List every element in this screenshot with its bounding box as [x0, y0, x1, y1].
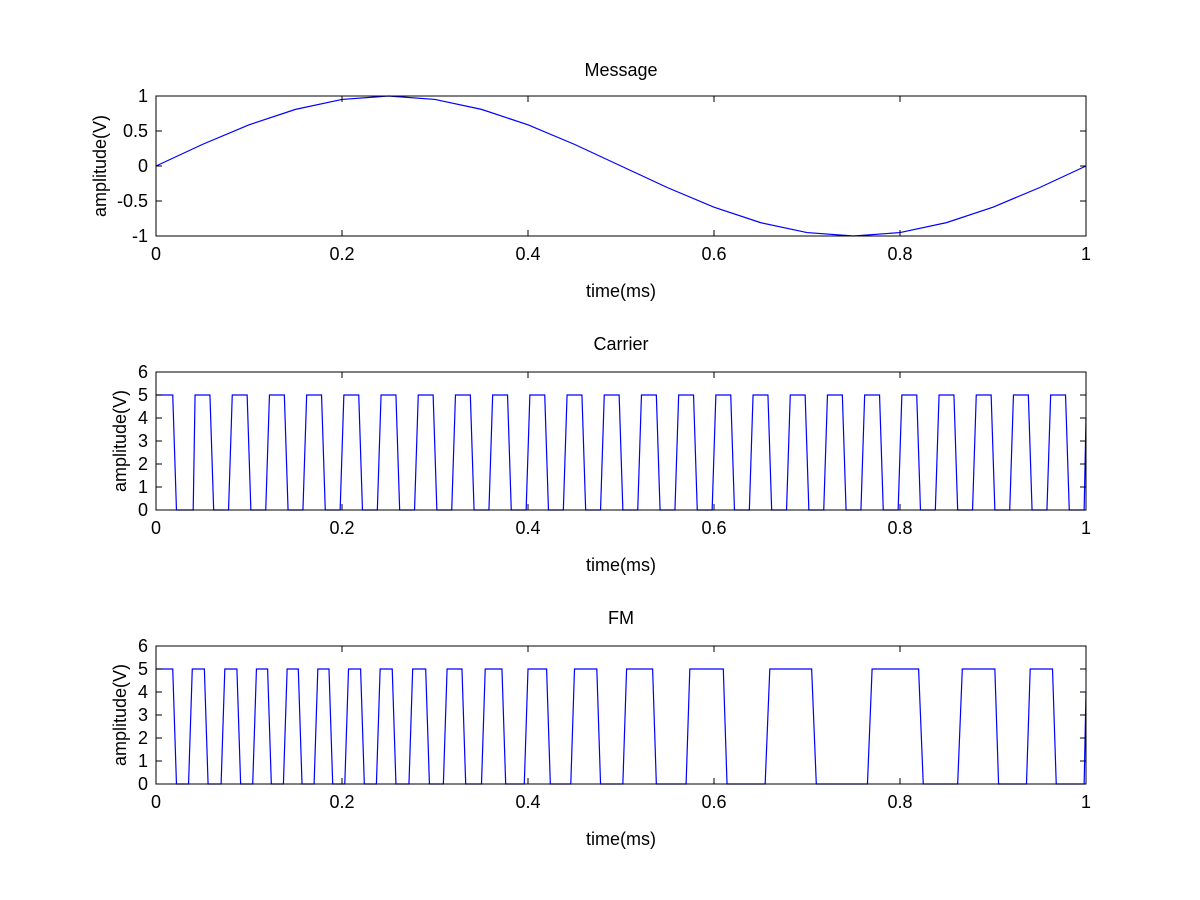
x-tick-label: 0.8 — [887, 792, 912, 812]
subplot-carrier: Carrier time(ms) amplitude(V) 0 0.2 0.4 0.6… — [110, 334, 1091, 575]
x-tick-label: 0 — [151, 518, 161, 538]
x-tick-label: 0.2 — [329, 518, 354, 538]
x-axis-label: time(ms) — [586, 555, 656, 575]
x-tick-label: 0.6 — [701, 792, 726, 812]
x-tick-label: 0.2 — [329, 792, 354, 812]
y-axis-label: amplitude(V) — [90, 115, 110, 217]
y-tick-label: 2 — [138, 728, 148, 748]
x-tick-label: 0 — [151, 244, 161, 264]
x-axis-label: time(ms) — [586, 281, 656, 301]
y-tick-label: 1 — [138, 751, 148, 771]
y-tick-label: 3 — [138, 431, 148, 451]
y-axis-label: amplitude(V) — [110, 664, 130, 766]
series-line — [155, 95, 1087, 237]
y-tick-label: -1 — [132, 226, 148, 246]
y-tick-label: -0.5 — [117, 191, 148, 211]
y-tick-label: 3 — [138, 705, 148, 725]
x-tick-label: 0.4 — [515, 518, 540, 538]
y-tick-label: 2 — [138, 454, 148, 474]
x-tick-label: 0.6 — [701, 244, 726, 264]
x-tick-label: 0.4 — [515, 792, 540, 812]
y-tick-label: 4 — [138, 408, 148, 428]
y-tick-label: 6 — [138, 636, 148, 656]
y-tick-label: 1 — [138, 477, 148, 497]
x-tick-label: 1 — [1081, 518, 1091, 538]
x-tick-label: 1 — [1081, 244, 1091, 264]
x-tick-label: 0.4 — [515, 244, 540, 264]
x-tick-label: 1 — [1081, 792, 1091, 812]
y-tick-label: 5 — [138, 385, 148, 405]
subplot-message: Message time(ms) amplitude(V) 0 0.2 0.4 0.6… — [90, 60, 1091, 301]
y-tick-label: 0 — [138, 156, 148, 176]
x-axis-label: time(ms) — [586, 829, 656, 849]
y-tick-label: 4 — [138, 682, 148, 702]
x-tick-label: 0.8 — [887, 518, 912, 538]
x-tick-label: 0 — [151, 792, 161, 812]
y-tick-label: 0.5 — [123, 121, 148, 141]
plot-area: 0 0.2 0.4 0.6 0.8 1 0 1 2 3 4 5 6 — [138, 636, 1091, 812]
plot-area: 0 0.2 0.4 0.6 0.8 1 -1 -0.5 0 0.5 1 — [117, 86, 1091, 264]
x-tick-label: 0.2 — [329, 244, 354, 264]
y-tick-label: 0 — [138, 500, 148, 520]
chart-title: FM — [608, 608, 634, 628]
y-tick-label: 5 — [138, 659, 148, 679]
y-tick-label: 1 — [138, 86, 148, 106]
chart-title: Carrier — [593, 334, 648, 354]
x-tick-label: 0.6 — [701, 518, 726, 538]
y-axis-label: amplitude(V) — [110, 390, 130, 492]
subplot-fm: FM time(ms) amplitude(V) 0 0.2 0.4 0.6 0.8 10… — [110, 608, 1091, 849]
x-tick-label: 0.8 — [887, 244, 912, 264]
y-tick-label: 0 — [138, 774, 148, 794]
y-tick-label: 6 — [138, 362, 148, 382]
chart-title: Message — [584, 60, 657, 80]
plot-area: 0 0.2 0.4 0.6 0.8 1 0 1 2 3 4 5 6 — [138, 362, 1091, 538]
